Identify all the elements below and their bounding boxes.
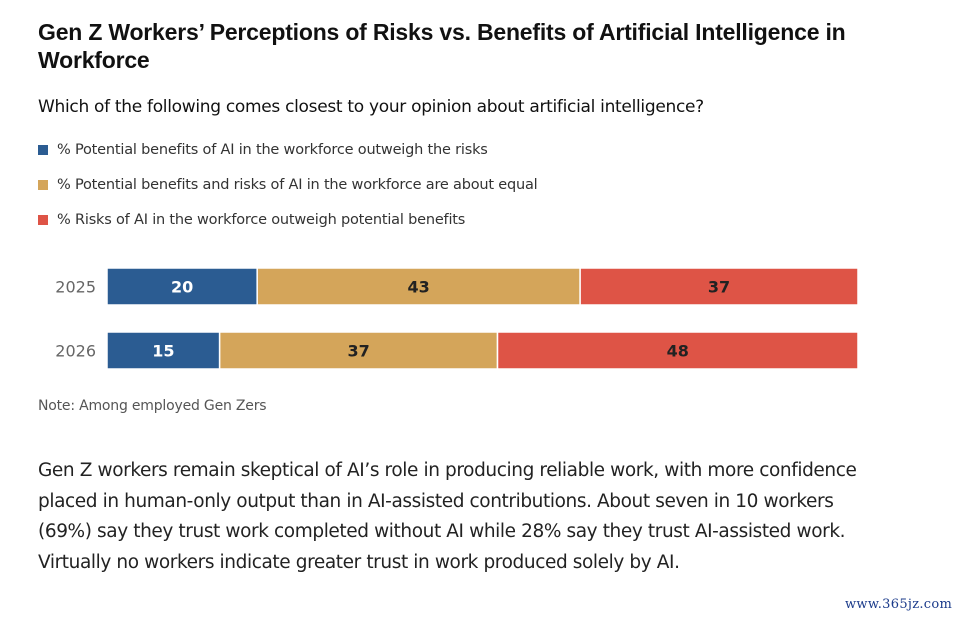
legend: % Potential benefits of AI in the workfo… — [38, 132, 538, 237]
legend-label: % Potential benefits and risks of AI in … — [57, 176, 538, 193]
bar-segment-2025-series-2 — [579, 267, 859, 306]
data-label-2026-series-0: 15 — [152, 342, 174, 361]
data-label-2025-series-2: 37 — [708, 278, 730, 297]
category-label-2026: 2026 — [55, 342, 96, 361]
legend-label: % Risks of AI in the workforce outweigh … — [57, 211, 466, 228]
legend-item-benefits-outweigh: % Potential benefits of AI in the workfo… — [38, 132, 538, 167]
legend-item-about-equal: % Potential benefits and risks of AI in … — [38, 167, 538, 202]
watermark: www.365jz.com — [845, 597, 953, 612]
category-label-2025: 2025 — [55, 278, 96, 297]
legend-label: % Potential benefits of AI in the workfo… — [57, 141, 488, 158]
data-label-2026-series-2: 48 — [667, 342, 689, 361]
data-label-2025-series-1: 43 — [408, 278, 430, 297]
data-label-2025-series-0: 20 — [171, 278, 193, 297]
bar-segment-2026-series-2 — [496, 331, 859, 370]
bar-segment-2025-series-0 — [106, 267, 258, 306]
legend-item-risks-outweigh: % Risks of AI in the workforce outweigh … — [38, 202, 538, 237]
data-label-2026-series-1: 37 — [347, 342, 369, 361]
plot-area: 2025 20 43 37 2026 15 37 48 — [55, 267, 859, 370]
bar-segment-2025-series-1 — [256, 267, 581, 306]
chart-note: Note: Among employed Gen Zers — [38, 398, 267, 414]
body-paragraph: Gen Z workers remain skeptical of AI’s r… — [38, 460, 857, 573]
bar-segment-2026-series-1 — [218, 331, 499, 370]
stacked-bar-chart: 2025 20 43 37 2026 15 37 48 — [55, 267, 859, 370]
chart-subtitle: Which of the following comes closest to … — [38, 97, 704, 117]
legend-swatch — [38, 144, 48, 155]
legend-swatch — [38, 214, 48, 225]
chart-title: Gen Z Workers’ Perceptions of Risks vs. … — [38, 19, 846, 73]
legend-swatch — [38, 179, 48, 190]
